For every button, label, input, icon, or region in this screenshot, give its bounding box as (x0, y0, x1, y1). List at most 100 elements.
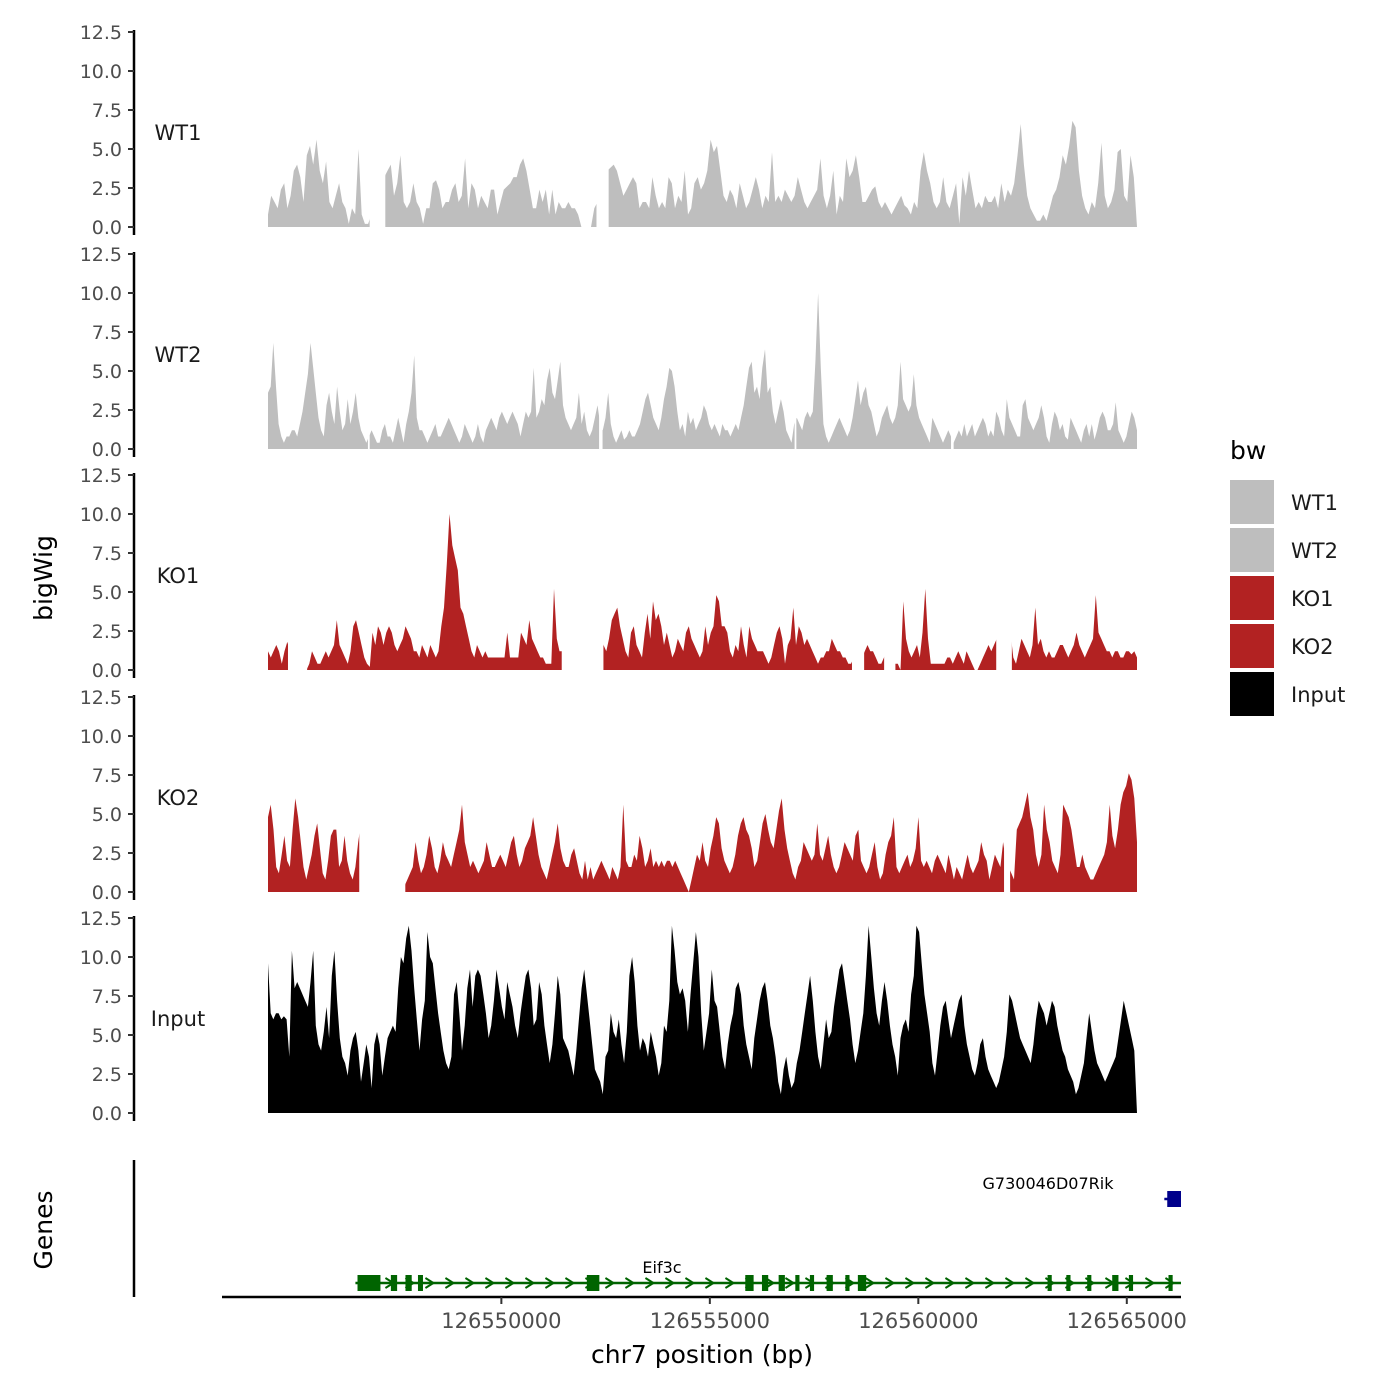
area-ko1 (268, 470, 1137, 671)
y-tick-label: 0.0 (92, 1103, 122, 1125)
coverage-area-wt2 (268, 293, 1137, 449)
strand-arrow (464, 1277, 476, 1289)
exon (1087, 1275, 1092, 1291)
strand-arrow (1144, 1277, 1156, 1289)
coverage-area-ko2 (268, 773, 1137, 892)
strand-arrow (704, 1277, 716, 1289)
exon (586, 1275, 600, 1291)
y-tick-label: 2.5 (92, 1064, 122, 1086)
exon (390, 1275, 398, 1291)
strand-arrow (564, 1277, 576, 1289)
no-coverage-gap (596, 27, 609, 228)
strand-arrow (724, 1277, 736, 1289)
legend-key (1230, 672, 1274, 716)
strand-arrow (524, 1277, 536, 1289)
no-coverage-gap (367, 249, 370, 450)
track-label-input: Input (151, 1007, 205, 1031)
strand-arrow (684, 1277, 696, 1289)
strand-arrow (544, 1277, 556, 1289)
no-coverage-gap (1004, 692, 1011, 893)
strand-arrow (484, 1277, 496, 1289)
strand-arrow (1124, 1277, 1136, 1289)
y-tick-label: 5.0 (92, 1025, 122, 1047)
strand-arrow (1024, 1277, 1036, 1289)
x-tick-label: 126550000 (441, 1309, 561, 1333)
strand-arrow (664, 1277, 676, 1289)
genes-axis-title: Genes (29, 1190, 58, 1269)
legend-key (1230, 576, 1274, 620)
legend-item-wt2: WT2 (1230, 528, 1338, 572)
x-axis: 126550000 126555000 126560000 126565000 (222, 1295, 1187, 1333)
gene-track: G730046D07Rik Eif3c (132, 1160, 1181, 1297)
exon (778, 1275, 785, 1291)
strand-arrow (784, 1277, 796, 1289)
area-ko2 (268, 692, 1137, 893)
track-input: 0.0 2.5 5.0 7.5 10.0 12.5 Input (80, 908, 1137, 1125)
exon (845, 1275, 850, 1291)
exon (1167, 1191, 1181, 1207)
legend-key (1230, 624, 1274, 668)
coverage-area-input (268, 925, 1137, 1113)
legend-label: WT1 (1291, 491, 1338, 515)
exon (809, 1275, 815, 1291)
exon (795, 1275, 800, 1291)
strand-arrow (884, 1277, 896, 1289)
y-tick-label: 10.0 (80, 726, 122, 748)
strand-arrow (1004, 1277, 1016, 1289)
y-tick-label: 2.5 (92, 178, 122, 200)
y-tick-label: 5.0 (92, 582, 122, 604)
legend-label: KO2 (1291, 635, 1334, 659)
no-coverage-gap (359, 692, 406, 893)
exon (1128, 1275, 1134, 1291)
x-tick-label: 126560000 (858, 1309, 978, 1333)
exon (417, 1275, 423, 1291)
y-tick-label: 0.0 (92, 660, 122, 682)
legend-label: WT2 (1291, 539, 1338, 563)
no-coverage-gap (951, 249, 954, 450)
y-tick-label: 5.0 (92, 804, 122, 826)
y-axis-ko1: 0.0 2.5 5.0 7.5 10.0 12.5 (80, 465, 136, 682)
gene-g730046d07rik: G730046D07Rik (983, 1174, 1181, 1207)
y-tick-label: 7.5 (92, 986, 122, 1008)
strand-arrow (604, 1277, 616, 1289)
exon (1112, 1275, 1119, 1291)
exon (761, 1275, 769, 1291)
no-coverage-gap (996, 470, 1012, 671)
track-ko1: 0.0 2.5 5.0 7.5 10.0 12.5 KO1 (80, 465, 1137, 682)
strand-arrow (424, 1277, 436, 1289)
y-tick-label: 5.0 (92, 139, 122, 161)
strand-arrow (864, 1277, 876, 1289)
legend-item-ko2: KO2 (1230, 624, 1334, 668)
y-tick-label: 2.5 (92, 400, 122, 422)
legend-item-input: Input (1230, 672, 1345, 716)
y-tick-label: 7.5 (92, 100, 122, 122)
x-axis-title: chr7 position (bp) (591, 1340, 813, 1369)
legend-label: KO1 (1291, 587, 1334, 611)
y-tick-label: 0.0 (92, 217, 122, 239)
strand-arrow (944, 1277, 956, 1289)
exon (857, 1275, 867, 1291)
x-tick-label: 126555000 (650, 1309, 770, 1333)
y-axis-ko2: 0.0 2.5 5.0 7.5 10.0 12.5 (80, 687, 136, 904)
y-tick-label: 7.5 (92, 322, 122, 344)
exon (1066, 1275, 1071, 1291)
strand-arrow (504, 1277, 516, 1289)
gene-label-g730046d07rik: G730046D07Rik (983, 1174, 1115, 1193)
track-label-wt1: WT1 (155, 121, 202, 145)
no-coverage-gap (884, 470, 896, 671)
legend-key (1230, 528, 1274, 572)
track-wt1: 0.0 2.5 5.0 7.5 10.0 12.5 WT1 (80, 22, 1137, 239)
y-tick-label: 12.5 (80, 22, 122, 44)
track-label-ko2: KO2 (157, 786, 200, 810)
strand-arrow (904, 1277, 916, 1289)
no-coverage-gap (287, 470, 308, 671)
y-axis-wt2: 0.0 2.5 5.0 7.5 10.0 12.5 (80, 244, 136, 461)
y-tick-label: 12.5 (80, 244, 122, 266)
area-input (268, 925, 1137, 1113)
y-tick-label: 10.0 (80, 504, 122, 526)
exon (405, 1275, 412, 1291)
exon (1047, 1275, 1052, 1291)
exon (357, 1275, 381, 1291)
exon (1168, 1275, 1173, 1291)
